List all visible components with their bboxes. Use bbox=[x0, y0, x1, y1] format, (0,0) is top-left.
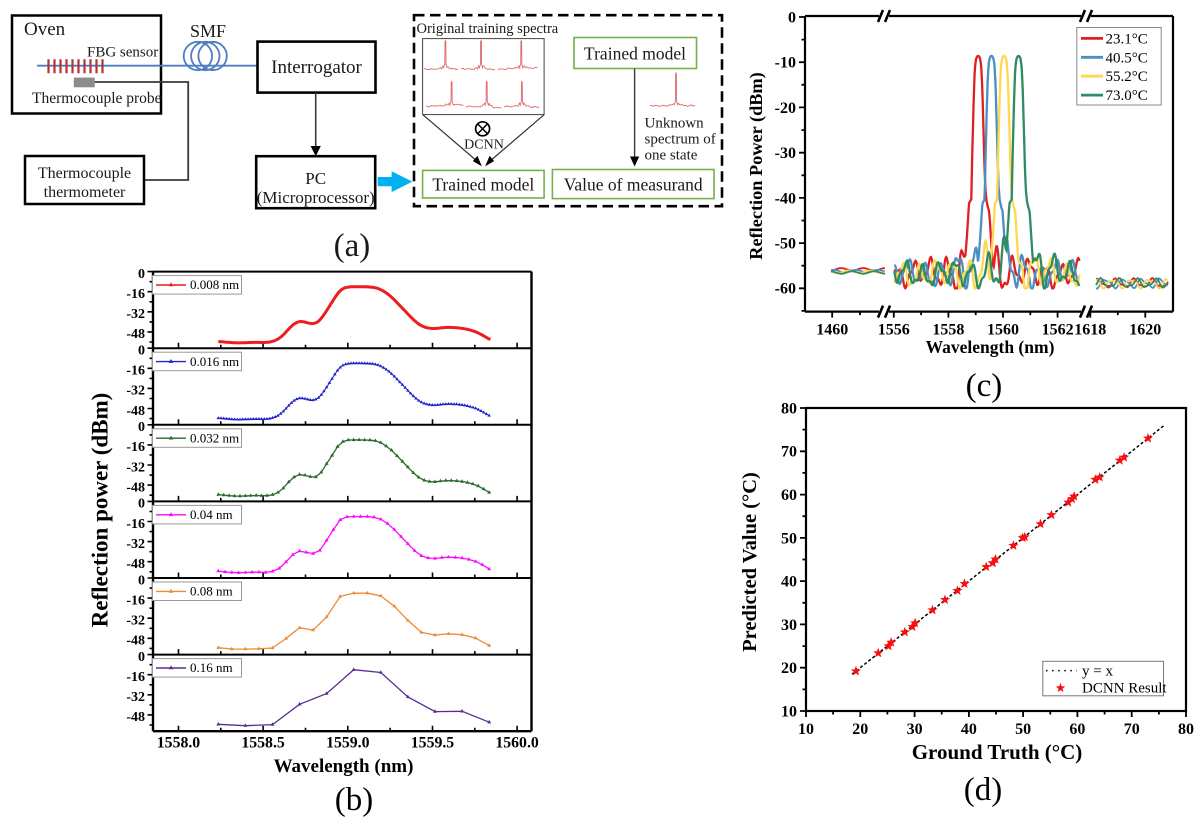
svg-text:-48: -48 bbox=[126, 327, 145, 342]
svg-text:-16: -16 bbox=[126, 593, 145, 608]
svg-text:-20: -20 bbox=[775, 100, 796, 117]
svg-text:-50: -50 bbox=[775, 236, 796, 253]
svg-text:Unknown: Unknown bbox=[645, 116, 705, 132]
svg-text:50: 50 bbox=[1015, 721, 1031, 738]
svg-text:(b): (b) bbox=[335, 782, 373, 818]
svg-text:Ground Truth (°C): Ground Truth (°C) bbox=[912, 740, 1083, 764]
svg-text:-16: -16 bbox=[126, 440, 145, 455]
svg-text:20: 20 bbox=[852, 721, 868, 738]
svg-text:55.2°C: 55.2°C bbox=[1106, 69, 1148, 85]
svg-text:-32: -32 bbox=[126, 307, 145, 322]
svg-text:thermometer: thermometer bbox=[44, 184, 126, 201]
svg-text:(d): (d) bbox=[964, 772, 1002, 808]
svg-text:Thermocouple probe: Thermocouple probe bbox=[32, 90, 162, 107]
svg-text:Oven: Oven bbox=[24, 19, 66, 40]
svg-text:1560.0: 1560.0 bbox=[495, 735, 539, 752]
svg-text:Original training spectra: Original training spectra bbox=[417, 21, 559, 37]
svg-text:73.0°C: 73.0°C bbox=[1106, 88, 1148, 104]
svg-text:(c): (c) bbox=[966, 368, 1003, 404]
svg-text:FBG sensor: FBG sensor bbox=[87, 45, 158, 61]
svg-text:70: 70 bbox=[1124, 721, 1140, 738]
svg-text:1558.0: 1558.0 bbox=[157, 735, 201, 752]
svg-text:-30: -30 bbox=[775, 145, 796, 162]
svg-text:Reflection Power (dBm): Reflection Power (dBm) bbox=[746, 72, 767, 260]
svg-text:Trained model: Trained model bbox=[432, 175, 534, 195]
svg-text:0: 0 bbox=[138, 420, 145, 435]
svg-text:1618: 1618 bbox=[1074, 322, 1106, 339]
svg-text:-40: -40 bbox=[775, 190, 796, 207]
svg-text:spectrum of: spectrum of bbox=[645, 132, 716, 148]
svg-text:0.04 nm: 0.04 nm bbox=[190, 507, 233, 522]
svg-text:-16: -16 bbox=[126, 364, 145, 379]
svg-text:30: 30 bbox=[781, 617, 797, 634]
svg-text:0.016 nm: 0.016 nm bbox=[190, 354, 239, 369]
svg-text:1562: 1562 bbox=[1042, 322, 1074, 339]
svg-text:PC: PC bbox=[305, 169, 326, 188]
svg-text:40.5°C: 40.5°C bbox=[1106, 50, 1148, 66]
svg-text:80: 80 bbox=[781, 400, 797, 417]
svg-text:20: 20 bbox=[781, 660, 797, 677]
svg-text:0: 0 bbox=[138, 344, 145, 359]
svg-text:-10: -10 bbox=[775, 55, 796, 72]
svg-text:-48: -48 bbox=[126, 710, 145, 725]
svg-text:1560: 1560 bbox=[987, 322, 1019, 339]
svg-text:one state: one state bbox=[645, 148, 698, 164]
svg-text:80: 80 bbox=[1178, 721, 1194, 738]
svg-text:Wavelength (nm): Wavelength (nm) bbox=[274, 756, 414, 777]
svg-text:23.1°C: 23.1°C bbox=[1106, 31, 1148, 47]
svg-text:DCNN: DCNN bbox=[464, 138, 504, 153]
svg-text:Wavelength (nm): Wavelength (nm) bbox=[926, 337, 1055, 357]
svg-text:70: 70 bbox=[781, 444, 797, 461]
svg-text:-48: -48 bbox=[126, 634, 145, 649]
svg-text:50: 50 bbox=[781, 530, 797, 547]
svg-text:-32: -32 bbox=[126, 537, 145, 552]
svg-text:0: 0 bbox=[138, 573, 145, 588]
svg-text:Reflection power (dBm): Reflection power (dBm) bbox=[88, 393, 113, 628]
svg-text:Trained model: Trained model bbox=[584, 44, 686, 64]
svg-text:0: 0 bbox=[138, 267, 145, 282]
svg-text:-16: -16 bbox=[126, 670, 145, 685]
svg-text:10: 10 bbox=[798, 721, 814, 738]
svg-text:-32: -32 bbox=[126, 614, 145, 629]
svg-text:0.008 nm: 0.008 nm bbox=[190, 277, 239, 292]
svg-text:-16: -16 bbox=[126, 517, 145, 532]
svg-text:30: 30 bbox=[907, 721, 923, 738]
svg-text:-32: -32 bbox=[126, 690, 145, 705]
svg-text:(Microprocessor): (Microprocessor) bbox=[257, 188, 375, 207]
svg-text:-48: -48 bbox=[126, 557, 145, 572]
svg-text:-16: -16 bbox=[126, 287, 145, 302]
svg-text:0: 0 bbox=[138, 650, 145, 665]
svg-text:1559.0: 1559.0 bbox=[326, 735, 370, 752]
svg-text:1558: 1558 bbox=[932, 322, 964, 339]
svg-text:DCNN Result: DCNN Result bbox=[1082, 681, 1167, 697]
svg-text:-60: -60 bbox=[775, 281, 796, 298]
svg-text:0.032 nm: 0.032 nm bbox=[190, 430, 239, 445]
svg-text:60: 60 bbox=[781, 487, 797, 504]
svg-text:10: 10 bbox=[781, 703, 797, 720]
svg-text:0.16 nm: 0.16 nm bbox=[190, 660, 233, 675]
svg-text:0: 0 bbox=[788, 9, 796, 26]
svg-text:y = x: y = x bbox=[1082, 664, 1113, 680]
svg-text:(a): (a) bbox=[334, 228, 371, 264]
svg-text:60: 60 bbox=[1069, 721, 1085, 738]
svg-text:-32: -32 bbox=[126, 460, 145, 475]
svg-text:Thermocouple: Thermocouple bbox=[38, 165, 131, 182]
svg-text:40: 40 bbox=[961, 721, 977, 738]
svg-text:SMF: SMF bbox=[190, 21, 226, 41]
svg-text:1620: 1620 bbox=[1129, 322, 1161, 339]
svg-text:1460: 1460 bbox=[816, 322, 848, 339]
svg-text:0: 0 bbox=[138, 497, 145, 512]
svg-text:0.08 nm: 0.08 nm bbox=[190, 584, 233, 599]
svg-text:-48: -48 bbox=[126, 480, 145, 495]
svg-text:Interrogator: Interrogator bbox=[271, 57, 362, 78]
svg-text:Predicted Value (°C): Predicted Value (°C) bbox=[739, 472, 761, 652]
svg-text:40: 40 bbox=[781, 574, 797, 591]
svg-text:Value of measurand: Value of measurand bbox=[564, 175, 703, 195]
svg-text:-48: -48 bbox=[126, 404, 145, 419]
svg-text:1558.5: 1558.5 bbox=[241, 735, 285, 752]
svg-text:1559.5: 1559.5 bbox=[411, 735, 455, 752]
svg-text:-32: -32 bbox=[126, 384, 145, 399]
svg-text:1556: 1556 bbox=[878, 322, 910, 339]
